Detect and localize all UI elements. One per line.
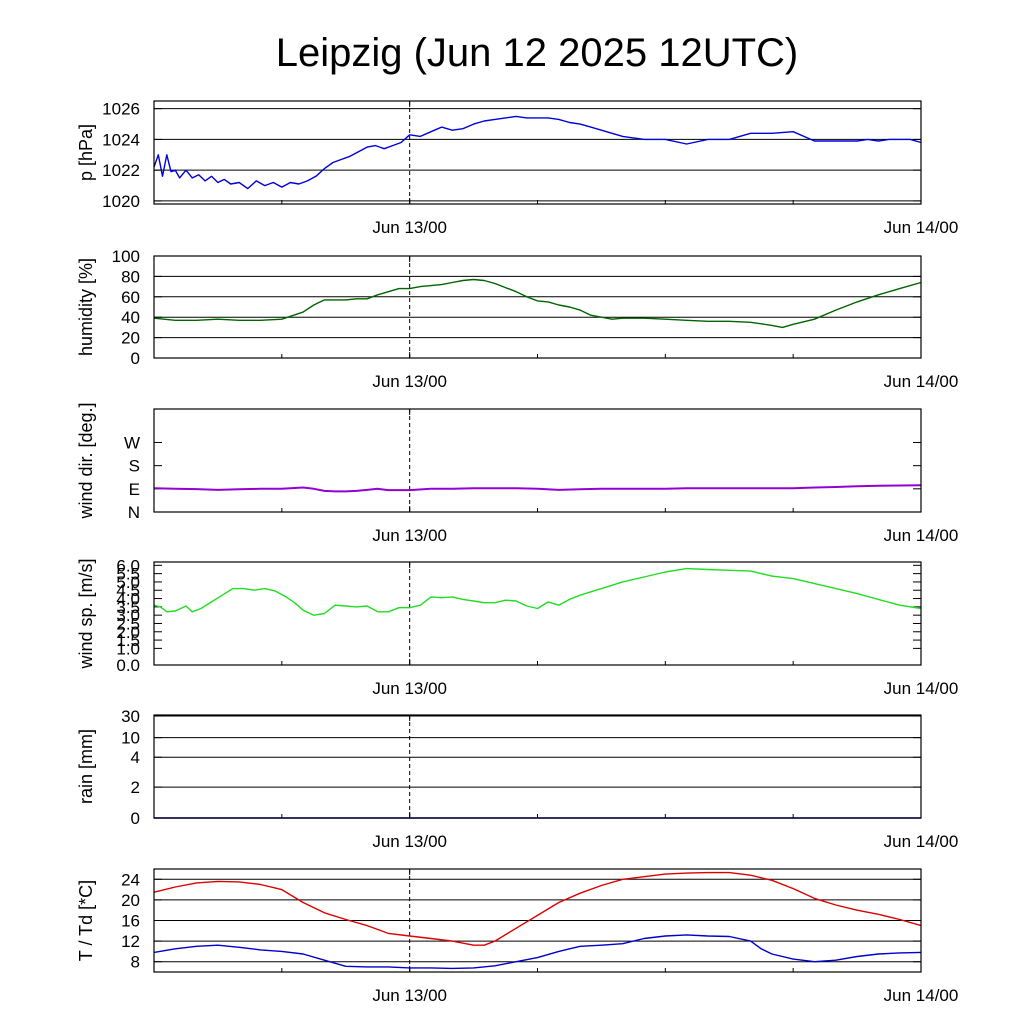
y-tick-label: 20 bbox=[121, 329, 140, 348]
y-tick-label: 1024 bbox=[102, 130, 140, 149]
y-tick-label: 8 bbox=[131, 953, 140, 972]
x-tick-label: Jun 14/00 bbox=[884, 218, 959, 237]
panel-frame bbox=[153, 714, 922, 819]
panel-frame bbox=[153, 255, 922, 359]
x-tick-label: Jun 14/00 bbox=[884, 986, 959, 1005]
y-tick-label: 20 bbox=[121, 891, 140, 910]
y-tick-label: 1.5 bbox=[116, 631, 140, 650]
y-tick-label: 4 bbox=[131, 748, 140, 767]
panel-rain: 0 2 410 30 Jun 13/00 Jun 14/00 rain [mm] bbox=[76, 707, 958, 851]
y-tick-label: 24 bbox=[121, 870, 140, 889]
panel-frame bbox=[153, 561, 922, 666]
y-axis-label: p [hPa] bbox=[76, 124, 96, 181]
y-tick-label: W bbox=[124, 433, 140, 452]
y-tick-label: 1022 bbox=[102, 161, 140, 180]
series-line-pressure bbox=[153, 115, 922, 190]
series-line-temperature bbox=[153, 871, 922, 946]
y-axis-label: wind sp. [m/s] bbox=[76, 558, 96, 669]
y-tick-label: 1.0 bbox=[116, 639, 140, 658]
y-tick-label: 2.5 bbox=[116, 614, 140, 633]
panel-frame bbox=[153, 868, 922, 973]
panel-pressure: 1020 1022 1024 1026 Jun 13/00 Jun 14/00 p [hPa… bbox=[76, 100, 958, 237]
y-axis-label: rain [mm] bbox=[76, 729, 96, 804]
y-tick-label: N bbox=[128, 503, 140, 522]
panel-frame bbox=[153, 408, 922, 513]
y-axis-label: humidity [%] bbox=[76, 258, 96, 356]
panel-wind_speed: 0.01.01.52.02.53.03.54.04.55.05.56.0 Jun … bbox=[76, 556, 958, 698]
x-tick-label: Jun 14/00 bbox=[884, 526, 959, 545]
y-tick-label: 80 bbox=[121, 267, 140, 286]
x-tick-label: Jun 13/00 bbox=[372, 832, 447, 851]
y-tick-label: 30 bbox=[121, 707, 140, 726]
y-tick-label: 6.0 bbox=[116, 556, 140, 575]
y-tick-label: 3.0 bbox=[116, 606, 140, 625]
chart-title: Leipzig (Jun 12 2025 12UTC) bbox=[276, 31, 799, 75]
x-tick-label: Jun 13/00 bbox=[372, 679, 447, 698]
panel-frame bbox=[153, 100, 922, 205]
y-tick-label: 12 bbox=[121, 932, 140, 951]
y-tick-label: 10 bbox=[121, 729, 140, 748]
y-tick-label: 1020 bbox=[102, 192, 140, 211]
y-tick-label: 3.5 bbox=[116, 598, 140, 617]
series-line-dewpoint bbox=[153, 934, 922, 970]
x-tick-label: Jun 13/00 bbox=[372, 372, 447, 391]
y-tick-label: 2.0 bbox=[116, 623, 140, 642]
series-line-wind_speed bbox=[153, 567, 922, 616]
series-line-humidity bbox=[153, 278, 922, 329]
x-tick-label: Jun 13/00 bbox=[372, 986, 447, 1005]
y-tick-label: 16 bbox=[121, 912, 140, 931]
y-tick-label: 0 bbox=[131, 349, 140, 368]
y-tick-label: E bbox=[129, 480, 140, 499]
y-tick-label: 4.0 bbox=[116, 590, 140, 609]
y-tick-label: 40 bbox=[121, 308, 140, 327]
y-tick-label: 0 bbox=[131, 809, 140, 828]
y-tick-label: 5.5 bbox=[116, 565, 140, 584]
y-tick-label: 2 bbox=[131, 778, 140, 797]
y-tick-label: 60 bbox=[121, 288, 140, 307]
x-tick-label: Jun 14/00 bbox=[884, 372, 959, 391]
x-tick-label: Jun 14/00 bbox=[884, 832, 959, 851]
y-axis-label: wind dir. [deg.] bbox=[76, 402, 96, 519]
y-tick-label: 0.0 bbox=[116, 656, 140, 675]
y-tick-label: 4.5 bbox=[116, 581, 140, 600]
x-tick-label: Jun 13/00 bbox=[372, 218, 447, 237]
series-line-wind_dir bbox=[153, 484, 922, 493]
y-tick-label: 100 bbox=[112, 247, 140, 266]
y-tick-label: 5.0 bbox=[116, 573, 140, 592]
y-tick-label: S bbox=[129, 457, 140, 476]
y-tick-label: 1026 bbox=[102, 100, 140, 119]
y-axis-label: T / Td [*C] bbox=[76, 880, 96, 961]
x-tick-label: Jun 14/00 bbox=[884, 679, 959, 698]
x-tick-label: Jun 13/00 bbox=[372, 526, 447, 545]
